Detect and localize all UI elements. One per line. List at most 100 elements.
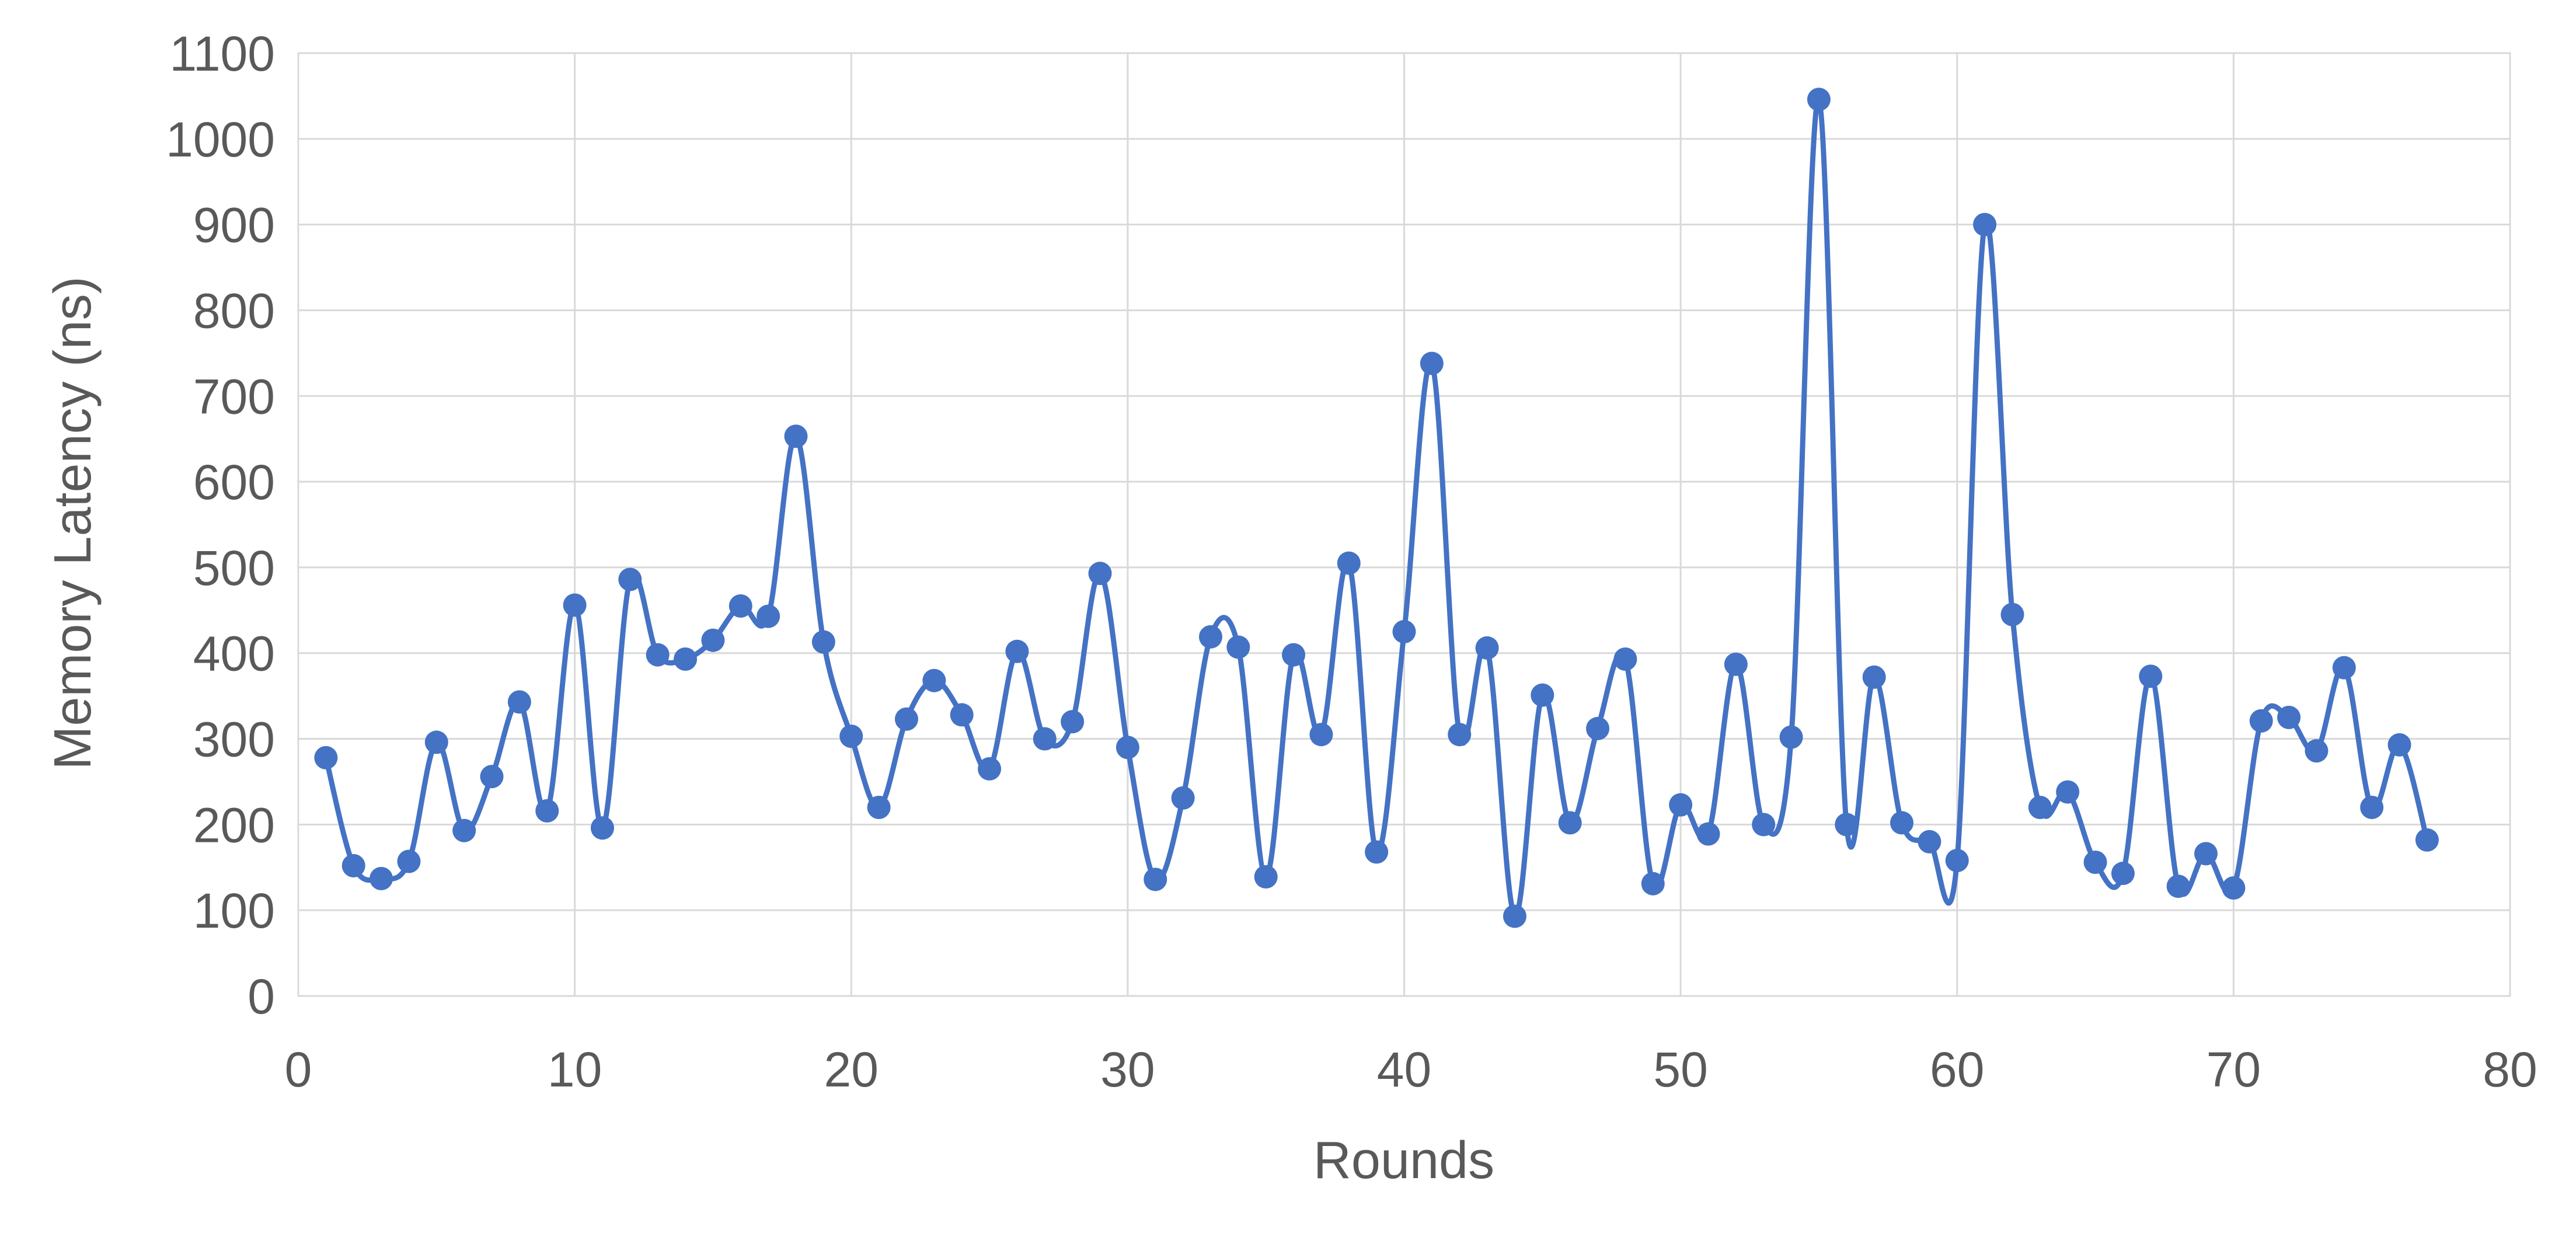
y-tick-label: 900 — [193, 198, 275, 253]
data-point — [1448, 723, 1472, 747]
y-tick-label: 0 — [248, 969, 275, 1024]
data-point — [646, 643, 670, 667]
data-point — [2415, 828, 2439, 852]
data-point — [507, 690, 531, 714]
data-point — [2139, 664, 2163, 688]
data-point — [2387, 733, 2411, 757]
y-tick-label: 200 — [193, 797, 275, 852]
data-point — [563, 593, 587, 617]
data-point — [2000, 602, 2024, 626]
data-point — [950, 703, 974, 727]
data-point — [1531, 683, 1554, 707]
y-tick-label: 100 — [193, 883, 275, 938]
y-tick-label: 1100 — [169, 26, 275, 81]
x-axis-label: Rounds — [1313, 1131, 1494, 1190]
series-layer — [314, 88, 2439, 928]
data-point — [922, 668, 946, 692]
data-point — [480, 765, 504, 789]
data-point — [341, 854, 365, 877]
data-point — [1807, 88, 1831, 112]
y-tick-label: 300 — [193, 712, 275, 767]
data-point — [894, 707, 918, 731]
data-point — [1171, 786, 1195, 810]
data-point — [2083, 850, 2107, 874]
data-point — [839, 725, 863, 748]
data-point — [1061, 710, 1085, 734]
data-point — [1282, 643, 1306, 667]
x-tick-label: 10 — [548, 1042, 602, 1097]
data-point — [424, 730, 448, 754]
data-point — [2305, 739, 2328, 763]
series-line — [323, 96, 2430, 919]
x-tick-label: 70 — [2206, 1042, 2261, 1097]
data-point — [1198, 625, 1222, 649]
data-point — [452, 818, 476, 842]
data-point — [590, 816, 614, 840]
data-point — [1752, 813, 1776, 837]
data-point — [1420, 351, 1444, 375]
data-point — [1945, 849, 1969, 873]
data-point — [2277, 705, 2301, 729]
data-point — [1918, 830, 1941, 854]
data-point — [2194, 842, 2218, 866]
data-point — [1558, 811, 1582, 835]
data-point — [1309, 723, 1333, 747]
data-point — [811, 630, 835, 654]
data-point — [1144, 868, 1167, 891]
x-tick-label: 80 — [2483, 1042, 2537, 1097]
data-point — [2222, 876, 2246, 900]
x-tick-label: 0 — [285, 1042, 312, 1097]
data-point — [674, 647, 698, 671]
y-tick-label: 500 — [193, 541, 275, 595]
data-point — [1005, 639, 1029, 663]
data-point — [2056, 780, 2080, 804]
data-point — [618, 567, 642, 591]
data-point — [757, 604, 780, 628]
data-point — [1254, 865, 1278, 889]
data-point — [2166, 875, 2190, 898]
data-point — [1088, 562, 1112, 586]
data-point — [1365, 840, 1389, 864]
y-tick-label: 600 — [193, 455, 275, 510]
data-point — [2249, 709, 2273, 733]
data-point — [1613, 647, 1637, 671]
x-tick-label: 20 — [824, 1042, 879, 1097]
data-point — [1669, 793, 1693, 817]
data-point — [728, 594, 752, 618]
x-tick-label: 40 — [1377, 1042, 1431, 1097]
data-point — [2028, 796, 2052, 819]
data-point — [701, 628, 725, 652]
y-tick-label: 700 — [193, 369, 275, 424]
gridlines — [297, 52, 2511, 997]
y-tick-label: 800 — [193, 283, 275, 338]
data-point — [1586, 716, 1610, 740]
y-tick-label: 1000 — [166, 112, 275, 167]
data-point — [2360, 796, 2384, 819]
plot-area-border — [297, 52, 2511, 997]
data-point — [1116, 736, 1139, 760]
y-axis-ticks: 0 100 200 300 400 500 600 700 800 900 1000 1100 — [166, 26, 275, 1024]
data-point — [1862, 665, 1886, 689]
data-point — [370, 866, 393, 890]
x-tick-label: 30 — [1100, 1042, 1155, 1097]
y-tick-label: 400 — [193, 626, 275, 681]
data-point — [535, 799, 559, 823]
data-point — [1779, 725, 1803, 749]
x-tick-label: 60 — [1930, 1042, 1984, 1097]
data-point — [1226, 635, 1250, 659]
x-axis-ticks: 0 10 20 30 40 50 60 70 80 — [285, 1042, 2537, 1097]
data-point — [867, 796, 891, 819]
data-point — [1724, 652, 1748, 676]
x-tick-label: 50 — [1653, 1042, 1707, 1097]
data-point — [1392, 620, 1416, 644]
data-point — [314, 746, 338, 769]
data-point — [978, 757, 1002, 781]
data-point — [1696, 822, 1720, 846]
data-point — [1337, 551, 1361, 575]
data-point — [1973, 213, 1997, 236]
data-point — [397, 849, 421, 873]
data-point — [1890, 811, 1914, 835]
data-point — [1503, 904, 1526, 928]
data-point — [2111, 862, 2135, 886]
